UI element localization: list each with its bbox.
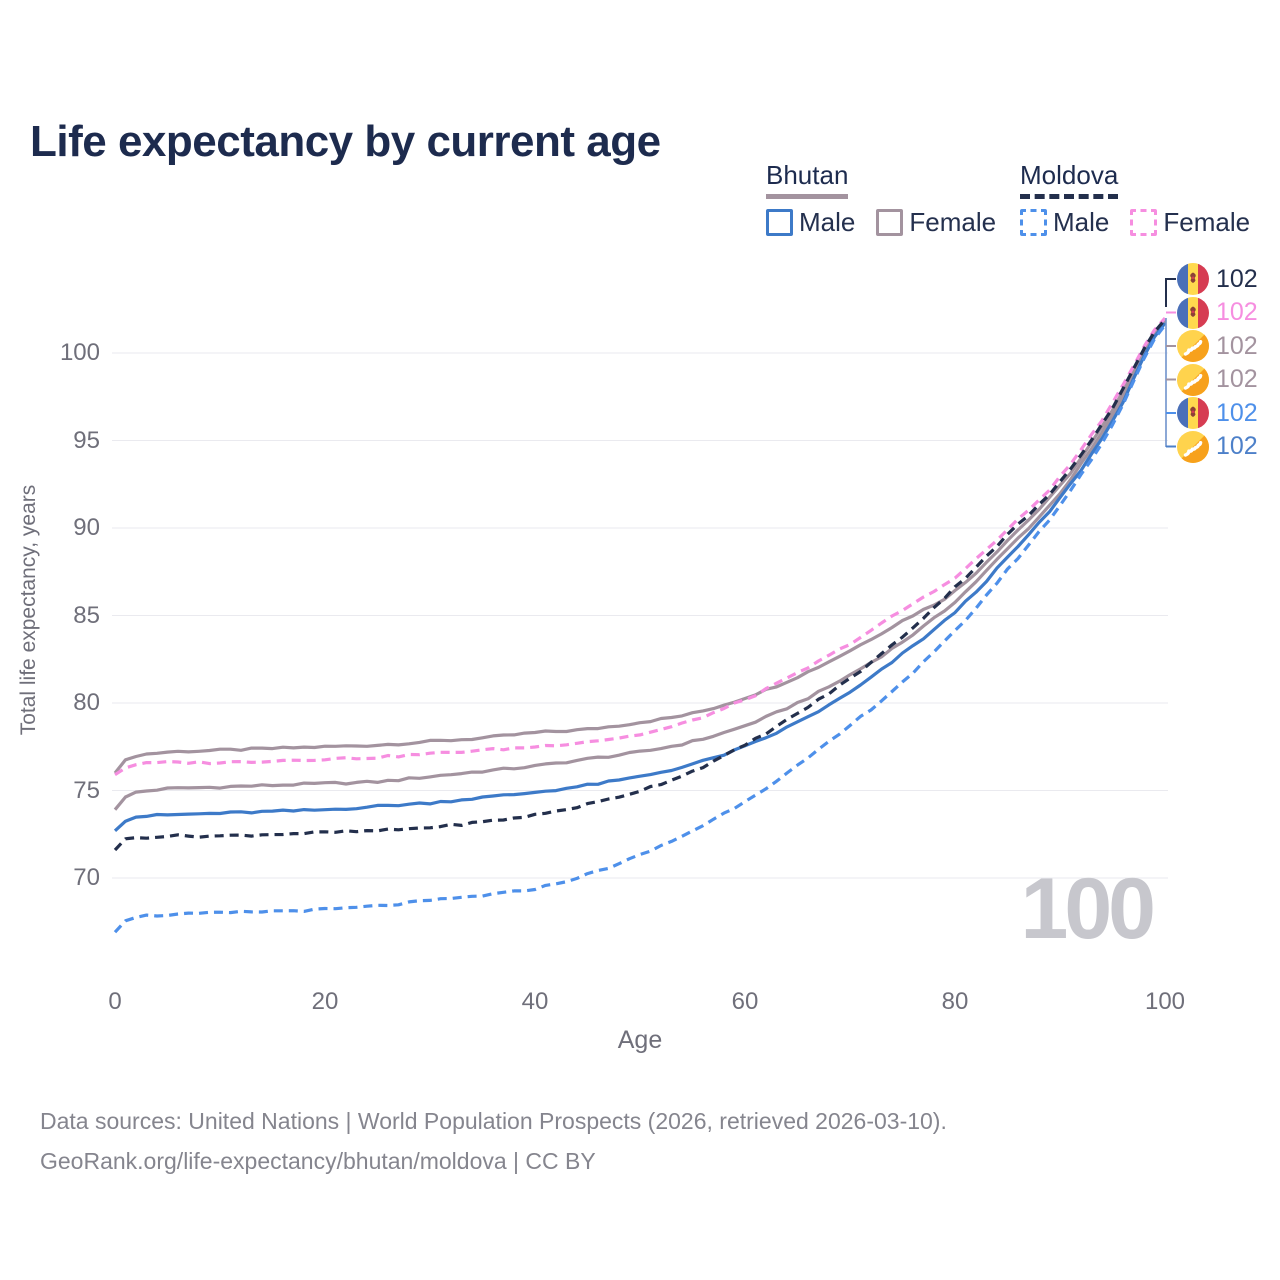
series-line-moldova-both-sexes [113, 318, 1167, 852]
bhutan-flag-icon [1177, 363, 1209, 396]
end-label-value: 102 [1216, 398, 1258, 427]
legend-item-label: Male [1053, 207, 1110, 237]
footer-sources: Data sources: United Nations | World Pop… [40, 1108, 947, 1134]
series-line-bhutan-male [113, 322, 1167, 832]
legend-items-moldova: Male Female [1020, 207, 1250, 238]
end-label-value: 102 [1216, 365, 1258, 393]
legend-item-moldova-male[interactable]: Male [1020, 207, 1109, 238]
y-tick-100: 100 [59, 339, 100, 366]
legend-country-moldova[interactable]: Moldova [1020, 160, 1119, 199]
series-line-moldova-female [114, 316, 1167, 777]
moldova-male-swatch-icon [1020, 209, 1047, 236]
y-tick-85: 85 [73, 601, 100, 629]
end-label-row: 102 [1177, 263, 1258, 296]
footer-url: GeoRank.org/life-expectancy/bhutan/moldo… [40, 1148, 596, 1174]
x-tick-100: 100 [1144, 988, 1186, 1015]
moldova-flag-icon [1177, 397, 1209, 429]
x-tick-40: 40 [521, 988, 549, 1015]
series-line-moldova-male [113, 324, 1167, 934]
end-label-row: 102 [1177, 296, 1258, 329]
legend-item-label: Male [799, 207, 856, 237]
bhutan-male-swatch-icon [766, 209, 793, 236]
y-tick-80: 80 [73, 689, 100, 716]
page-title: Life expectancy by current age [30, 117, 661, 167]
y-tick-95: 95 [73, 426, 100, 454]
legend-item-moldova-female[interactable]: Female [1130, 207, 1250, 238]
x-tick-60: 60 [731, 988, 759, 1015]
legend-group-moldova: Moldova Male Female [1020, 160, 1250, 238]
end-label-value: 102 [1216, 432, 1258, 460]
end-label-value: 102 [1216, 264, 1258, 293]
legend-group-bhutan: Bhutan Male Female [766, 160, 996, 238]
y-tick-90: 90 [73, 514, 100, 541]
end-label-row: 102 [1177, 430, 1258, 463]
x-tick-0: 0 [108, 988, 122, 1015]
end-label-row: 102 [1177, 397, 1258, 430]
legend-item-bhutan-female[interactable]: Female [876, 207, 996, 238]
bhutan-flag-icon [1177, 430, 1209, 463]
x-tick-20: 20 [311, 988, 339, 1015]
legend-items-bhutan: Male Female [766, 207, 996, 238]
x-tick-80: 80 [941, 988, 969, 1015]
end-label-row: 102 [1177, 330, 1258, 363]
x-axis-title: Age [617, 1026, 663, 1054]
moldova-flag-icon [1177, 263, 1209, 295]
legend-country-bhutan[interactable]: Bhutan [766, 160, 849, 199]
series-line-bhutan-female [113, 318, 1167, 774]
end-label-row: 102 [1177, 363, 1258, 396]
legend-item-label: Female [1163, 207, 1251, 237]
y-tick-75: 75 [73, 776, 100, 804]
end-label-value: 102 [1216, 331, 1258, 360]
y-tick-70: 70 [73, 864, 100, 891]
legend-item-bhutan-male[interactable]: Male [766, 207, 855, 238]
age-watermark: 100 [1020, 861, 1156, 957]
end-label-value: 102 [1216, 298, 1258, 326]
bhutan-female-swatch-icon [876, 209, 904, 236]
series-line-bhutan-both-sexes [113, 320, 1167, 811]
moldova-flag-icon [1177, 296, 1209, 329]
legend-item-label: Female [909, 207, 997, 237]
bhutan-flag-icon [1177, 330, 1209, 362]
moldova-female-swatch-icon [1130, 209, 1158, 236]
